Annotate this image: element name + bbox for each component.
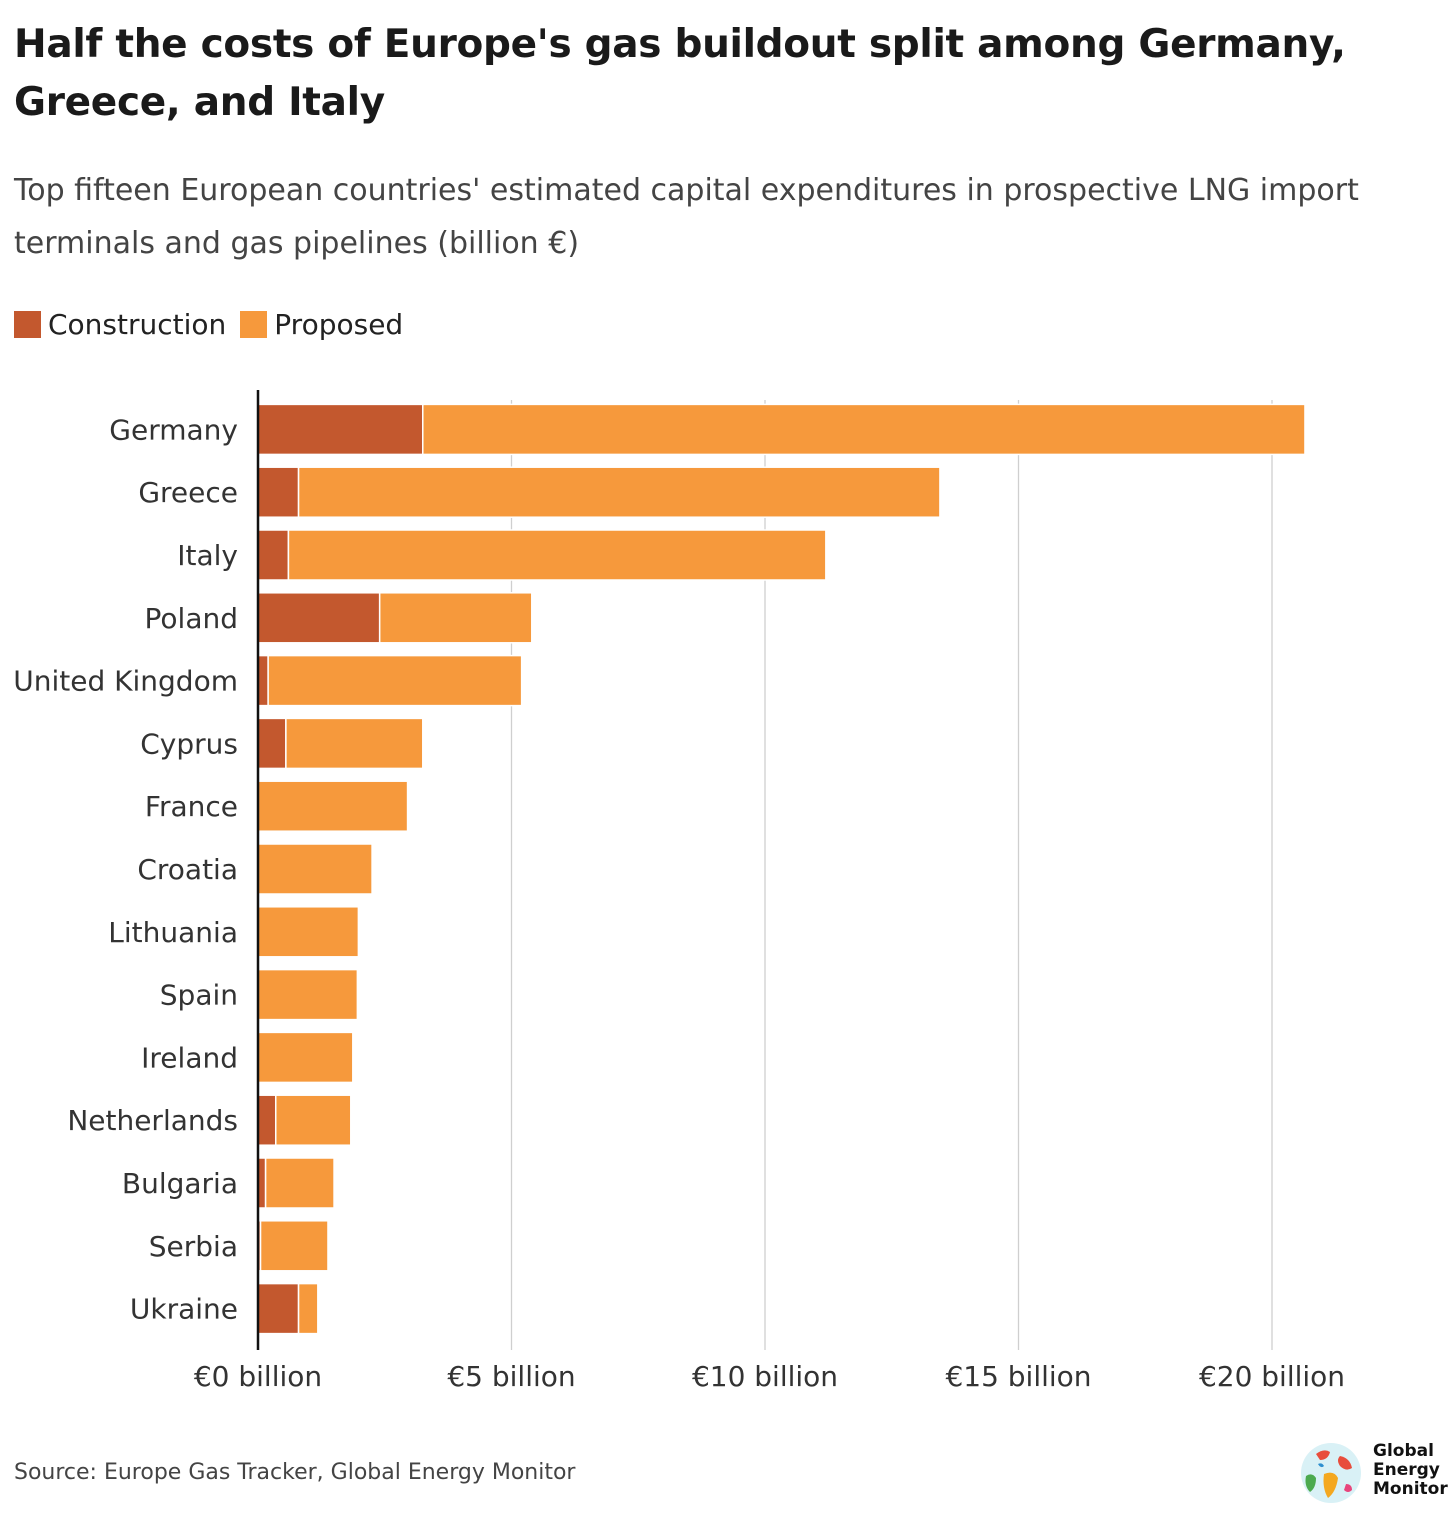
category-label-bulgaria: Bulgaria: [122, 1167, 238, 1200]
category-label-poland: Poland: [145, 602, 238, 635]
category-label-greece: Greece: [138, 476, 238, 509]
category-label-france: France: [145, 790, 238, 823]
bar-ukraine-proposed: [297, 1282, 319, 1335]
bar-ukraine-construction: [257, 1282, 300, 1335]
logo-text: Global Energy Monitor: [1373, 1442, 1448, 1499]
category-label-united-kingdom: United Kingdom: [13, 665, 238, 698]
legend-item-proposed: Proposed: [240, 308, 403, 341]
legend: Construction Proposed: [14, 304, 417, 344]
bar-cyprus-construction: [257, 717, 287, 770]
source-note: Source: Europe Gas Tracker, Global Energ…: [14, 1460, 576, 1485]
bar-united-kingdom-proposed: [267, 654, 523, 707]
bar-netherlands-construction: [257, 1094, 277, 1146]
category-label-serbia: Serbia: [149, 1230, 238, 1263]
bar-bulgaria-proposed: [264, 1157, 335, 1209]
bar-croatia-proposed: [257, 843, 373, 895]
chart-title: Half the costs of Europe's gas buildout …: [14, 22, 1346, 125]
legend-swatch-proposed: [240, 310, 268, 338]
legend-label-construction: Construction: [48, 307, 227, 341]
category-label-lithuania: Lithuania: [108, 916, 238, 949]
bar-ireland-proposed: [257, 1031, 354, 1084]
logo-line-3: Monitor: [1373, 1479, 1448, 1499]
bar-cyprus-proposed: [285, 717, 424, 770]
legend-label-proposed: Proposed: [274, 307, 404, 341]
bar-lithuania-proposed: [257, 906, 360, 958]
legend-item-construction: Construction: [14, 308, 226, 341]
x-tick-label-0: €0 billion: [194, 1360, 322, 1393]
bar-germany-construction: [257, 403, 424, 456]
logo-line-2: Energy: [1373, 1460, 1440, 1480]
bar-poland-proposed: [378, 592, 533, 644]
x-tick-label-20: €20 billion: [1199, 1360, 1345, 1393]
bar-germany-proposed: [422, 403, 1306, 456]
bar-spain-proposed: [257, 968, 359, 1021]
legend-swatch-construction: [14, 310, 41, 338]
bar-chart: Germany Greece Italy Poland United Kingdom Cy…: [13, 390, 1345, 1393]
bar-poland-construction: [257, 592, 381, 644]
bar-netherlands-proposed: [274, 1094, 352, 1146]
globe-logo-icon: [1301, 1443, 1361, 1503]
bar-serbia-proposed: [259, 1220, 329, 1272]
bar-greece-construction: [257, 466, 300, 518]
category-label-spain: Spain: [160, 979, 238, 1012]
bar-greece-proposed: [297, 466, 941, 518]
category-label-germany: Germany: [109, 413, 238, 446]
category-label-croatia: Croatia: [137, 853, 238, 886]
category-label-ireland: Ireland: [141, 1041, 238, 1074]
category-label-netherlands: Netherlands: [67, 1104, 238, 1137]
bar-italy-construction: [257, 529, 290, 581]
x-tick-label-15: €15 billion: [945, 1360, 1091, 1393]
bar-italy-proposed: [287, 529, 827, 581]
bar-united-kingdom-construction: [257, 654, 269, 707]
chart-subtitle: Top fifteen European countries' estimate…: [14, 173, 1359, 261]
logo-line-1: Global: [1373, 1441, 1434, 1461]
category-label-ukraine: Ukraine: [130, 1293, 238, 1326]
category-label-cyprus: Cyprus: [140, 727, 238, 760]
category-label-italy: Italy: [177, 539, 238, 572]
bar-france-proposed: [257, 780, 409, 832]
x-tick-label-10: €10 billion: [692, 1360, 838, 1393]
x-tick-label-5: €5 billion: [447, 1360, 575, 1393]
